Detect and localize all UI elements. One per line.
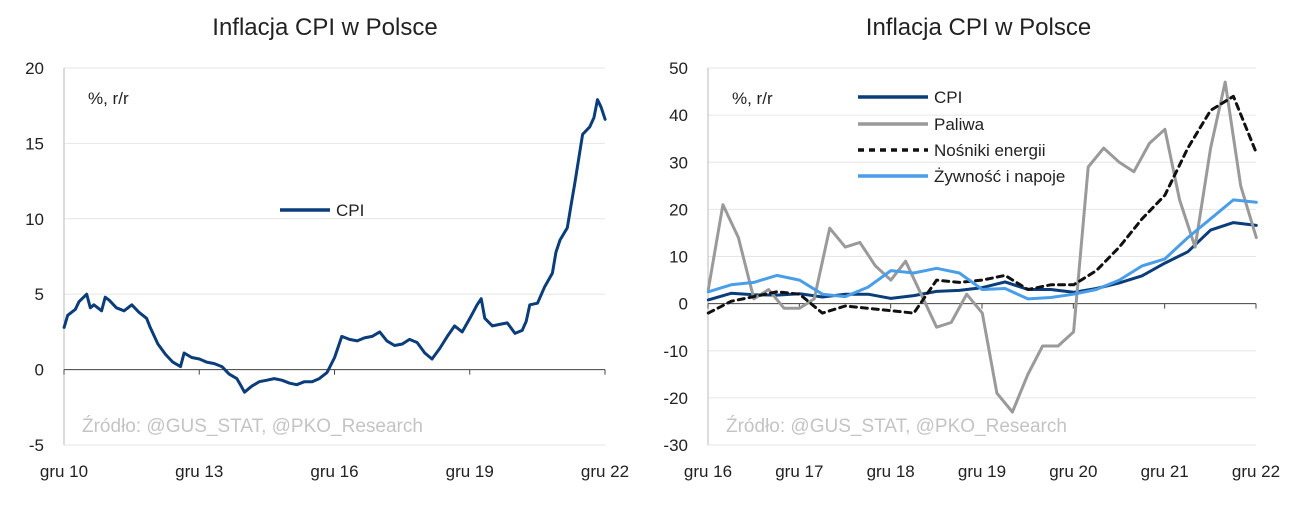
series-line-cpi bbox=[62, 98, 607, 394]
x-tick-label: gru 21 bbox=[1141, 462, 1189, 481]
legend-label: Żywność i napoje bbox=[934, 167, 1065, 186]
x-tick-label: gru 13 bbox=[175, 462, 223, 481]
cpi-line-chart: -5 0 5 10 15 20 gru 10 gru 13 gru 16 gru 19 gru 22… bbox=[25, 59, 629, 481]
x-tick-label: gru 17 bbox=[775, 462, 823, 481]
x-tick-label: gru 19 bbox=[958, 462, 1006, 481]
x-tick-label: gru 10 bbox=[40, 462, 88, 481]
y-tick-label: -30 bbox=[663, 436, 688, 455]
chart-title: Inflacja CPI w Polsce bbox=[212, 14, 438, 41]
y-tick-label: 15 bbox=[25, 134, 44, 153]
series-line-z-ywnos-c-i-napoje bbox=[706, 198, 1258, 301]
legend-label: CPI bbox=[934, 88, 962, 107]
x-tick-label: gru 22 bbox=[581, 462, 629, 481]
unit-label: %, r/r bbox=[732, 89, 773, 108]
x-tick-label: gru 22 bbox=[1232, 462, 1280, 481]
y-tick-label: 0 bbox=[35, 361, 44, 380]
y-tick-label: 10 bbox=[25, 210, 44, 229]
y-tick-label: 5 bbox=[35, 285, 44, 304]
y-tick-label: 10 bbox=[669, 248, 688, 267]
legend-label: CPI bbox=[336, 201, 364, 220]
y-tick-label: 0 bbox=[679, 295, 688, 314]
x-tick-label: gru 19 bbox=[446, 462, 494, 481]
legend-label: Paliwa bbox=[934, 115, 985, 134]
y-tick-label: 50 bbox=[669, 59, 688, 78]
x-tick-label: gru 16 bbox=[310, 462, 358, 481]
y-tick-label: -10 bbox=[663, 342, 688, 361]
y-tick-label: 20 bbox=[669, 200, 688, 219]
y-tick-label: -5 bbox=[29, 436, 44, 455]
series-line-paliwa bbox=[706, 80, 1258, 414]
chart-panel-components: Inflacja CPI w Polsce -30 -20 -10 0 10 20 30 40… bbox=[650, 0, 1307, 505]
unit-label: %, r/r bbox=[88, 89, 129, 108]
y-tick-label: -20 bbox=[663, 389, 688, 408]
y-tick-label: 20 bbox=[25, 59, 44, 78]
chart-panel-cpi: Inflacja CPI w Polsce -5 0 5 10 15 20 gru 10 gr… bbox=[0, 0, 650, 505]
legend-label: Nośniki energii bbox=[934, 141, 1046, 160]
y-tick-label: 30 bbox=[669, 153, 688, 172]
y-tick-label: 40 bbox=[669, 106, 688, 125]
chart-title: Inflacja CPI w Polsce bbox=[865, 14, 1092, 41]
source-note: Źródło: @GUS_STAT, @PKO_Research bbox=[726, 416, 1067, 437]
components-line-chart: -30 -20 -10 0 10 20 30 40 50 gru 16 gru 17 gru 18 gr… bbox=[663, 59, 1280, 481]
x-tick-label: gru 16 bbox=[684, 462, 732, 481]
source-note: Źródło: @GUS_STAT, @PKO_Research bbox=[82, 416, 423, 437]
series-line-nos-niki-energii bbox=[706, 94, 1258, 315]
x-tick-label: gru 18 bbox=[867, 462, 915, 481]
x-tick-label: gru 20 bbox=[1049, 462, 1097, 481]
